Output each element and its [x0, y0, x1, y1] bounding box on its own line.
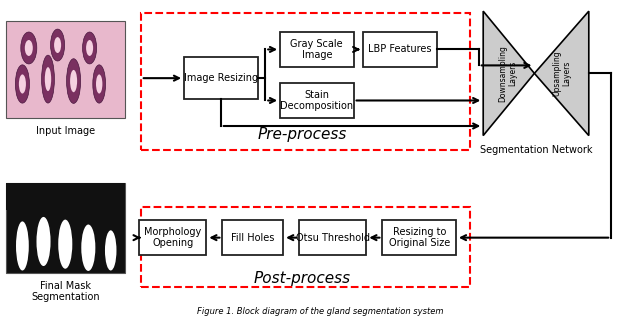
Text: Gray Scale
Image: Gray Scale Image	[291, 39, 343, 60]
Text: Upsampling
Layers: Upsampling Layers	[552, 50, 572, 96]
Ellipse shape	[16, 221, 29, 271]
Ellipse shape	[25, 40, 33, 56]
Ellipse shape	[54, 37, 61, 53]
Text: Resizing to
Original Size: Resizing to Original Size	[388, 227, 450, 249]
Ellipse shape	[86, 40, 93, 56]
Text: Image Resizing: Image Resizing	[184, 73, 258, 83]
FancyBboxPatch shape	[6, 183, 125, 273]
Text: Pre-process: Pre-process	[258, 127, 347, 142]
FancyBboxPatch shape	[364, 32, 437, 67]
Ellipse shape	[51, 29, 65, 61]
Ellipse shape	[83, 32, 97, 64]
Text: Downsampling
Layers: Downsampling Layers	[498, 45, 517, 102]
Ellipse shape	[36, 217, 51, 266]
Text: Segmentation Network: Segmentation Network	[480, 145, 592, 155]
Text: Stain
Decomposition: Stain Decomposition	[280, 90, 353, 111]
Ellipse shape	[19, 74, 26, 93]
Text: Otsu Threshold: Otsu Threshold	[296, 233, 370, 243]
FancyBboxPatch shape	[223, 220, 283, 255]
FancyBboxPatch shape	[140, 220, 206, 255]
Ellipse shape	[67, 59, 81, 103]
FancyBboxPatch shape	[280, 32, 354, 67]
Ellipse shape	[96, 74, 102, 93]
Polygon shape	[534, 11, 589, 136]
FancyBboxPatch shape	[300, 220, 366, 255]
Ellipse shape	[45, 67, 51, 91]
FancyBboxPatch shape	[6, 21, 125, 118]
Ellipse shape	[105, 230, 116, 271]
Ellipse shape	[70, 70, 77, 92]
Ellipse shape	[42, 55, 54, 103]
Text: Final Mask
Segmentation: Final Mask Segmentation	[31, 281, 100, 302]
Ellipse shape	[58, 219, 72, 269]
Text: LBP Features: LBP Features	[368, 44, 432, 55]
Ellipse shape	[81, 225, 95, 271]
FancyBboxPatch shape	[280, 83, 354, 118]
Text: Figure 1. Block diagram of the gland segmentation system: Figure 1. Block diagram of the gland seg…	[196, 307, 444, 316]
FancyBboxPatch shape	[383, 220, 456, 255]
FancyBboxPatch shape	[184, 57, 257, 99]
Text: Fill Holes: Fill Holes	[231, 233, 275, 243]
Text: Input Image: Input Image	[36, 126, 95, 136]
Text: Morphology
Opening: Morphology Opening	[144, 227, 202, 249]
Polygon shape	[483, 11, 534, 136]
FancyBboxPatch shape	[6, 183, 125, 210]
Ellipse shape	[93, 65, 106, 103]
Ellipse shape	[15, 65, 29, 103]
Text: Post-process: Post-process	[254, 271, 351, 286]
Ellipse shape	[21, 32, 37, 64]
